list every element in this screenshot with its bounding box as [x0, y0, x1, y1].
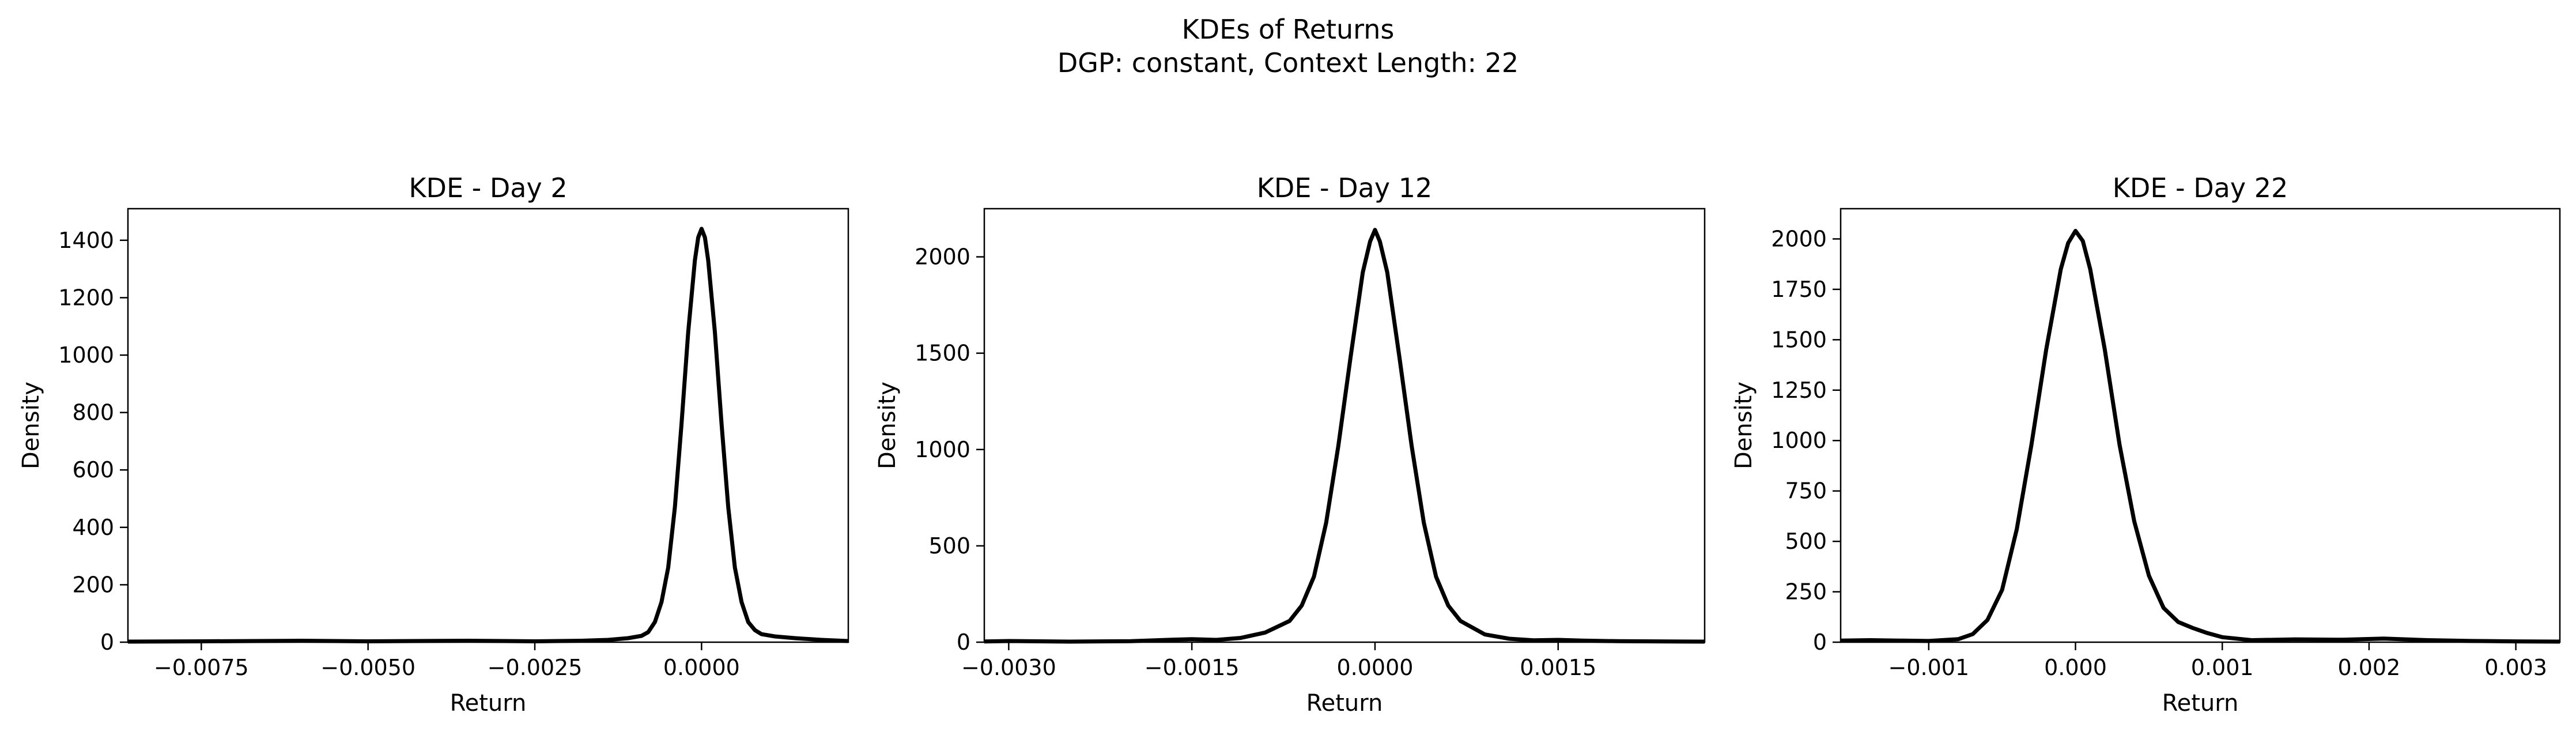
kde-curve [1840, 229, 2560, 644]
x-axis-label: Return [450, 690, 527, 717]
axes-frame [983, 208, 1706, 643]
x-tick-label: 0.0015 [1520, 655, 1596, 680]
y-tick-label: 800 [72, 400, 114, 425]
chart-panel-3: −0.001 0.000 0.001 0.002 0.003 0 250 500 750 1000… [1731, 172, 2561, 717]
y-tick-label: 1000 [1771, 428, 1827, 453]
x-tick-label: 0.002 [2337, 655, 2400, 680]
x-tick-label: 0.001 [2191, 655, 2254, 680]
y-tick-label: 750 [1785, 478, 1827, 504]
y-tick-label: 2000 [915, 244, 970, 270]
y-tick-label: 1200 [58, 285, 114, 310]
y-tick-label: 1750 [1771, 277, 1827, 302]
y-axis-label: Density [1731, 382, 1757, 469]
axes-frame [1840, 208, 2561, 643]
y-tick-label: 200 [72, 572, 114, 597]
x-tick-label: 0.000 [2044, 655, 2107, 680]
y-tick-label: 1250 [1771, 378, 1827, 403]
kde-curve [127, 227, 849, 644]
y-tick-label: 0 [1813, 630, 1827, 655]
kde-curve [984, 228, 1705, 644]
axes-frame [127, 208, 849, 643]
x-axis-label: Return [2162, 690, 2239, 717]
x-tick-label: 0.003 [2484, 655, 2547, 680]
x-tick-label: −0.0030 [961, 655, 1056, 680]
y-tick-label: 1000 [915, 437, 970, 462]
chart-panel-2: −0.0030 −0.0015 0.0000 0.0015 0 500 1000 1500 20… [874, 172, 1706, 717]
y-tick-label: 1400 [58, 228, 114, 253]
y-tick-label: 1500 [915, 341, 970, 366]
panel-title: KDE - Day 12 [1257, 172, 1432, 203]
x-tick-label: 0.0000 [1336, 655, 1413, 680]
y-axis-label: Density [18, 382, 44, 469]
y-tick-label: 400 [72, 515, 114, 540]
chart-panel-1: −0.0075 −0.0050 −0.0025 0.0000 0 200 400 600 800… [18, 172, 849, 717]
y-tick-label: 500 [928, 533, 970, 559]
x-tick-label: −0.0075 [154, 655, 249, 680]
y-tick-label: 0 [957, 630, 970, 655]
x-tick-label: 0.0000 [663, 655, 740, 680]
y-tick-label: 2000 [1771, 226, 1827, 251]
figure-title-line-2: DGP: constant, Context Length: 22 [1057, 47, 1519, 78]
y-tick-label: 600 [72, 457, 114, 483]
y-tick-label: 0 [100, 630, 114, 655]
figure-title: KDEs of Returns DGP: constant, Context L… [0, 13, 2576, 80]
panel-title: KDE - Day 2 [409, 172, 567, 203]
y-axis-label: Density [874, 382, 901, 469]
x-tick-label: −0.0015 [1145, 655, 1240, 680]
y-tick-label: 250 [1785, 579, 1827, 605]
y-tick-label: 1000 [58, 342, 114, 368]
x-tick-label: −0.0050 [320, 655, 416, 680]
y-tick-label: 500 [1785, 529, 1827, 554]
y-tick-label: 1500 [1771, 327, 1827, 352]
x-tick-label: −0.0025 [488, 655, 583, 680]
figure-title-line-1: KDEs of Returns [1181, 14, 1395, 45]
x-tick-label: −0.001 [1888, 655, 1969, 680]
panel-title: KDE - Day 22 [2113, 172, 2288, 203]
x-axis-label: Return [1306, 690, 1383, 717]
